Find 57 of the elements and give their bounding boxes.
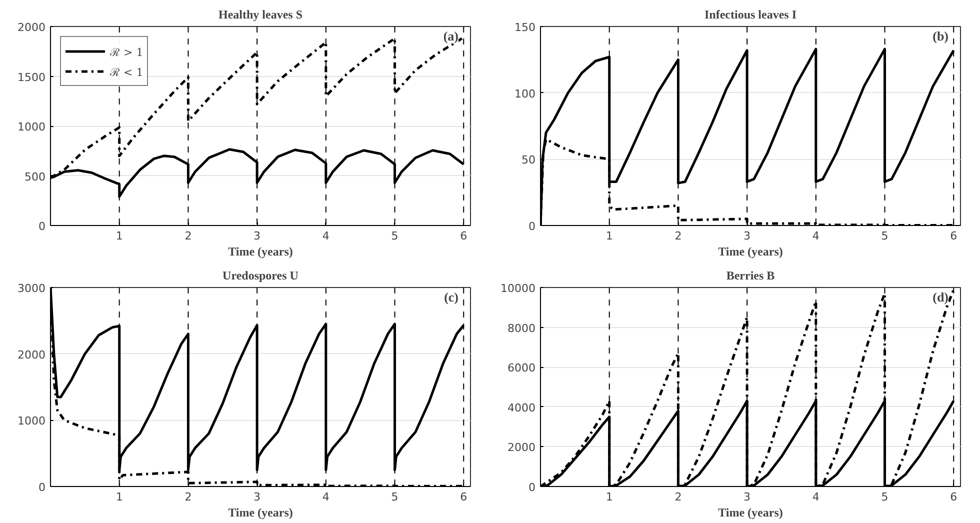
x-tick-label: 6 (460, 490, 468, 504)
x-tick-label: 2 (674, 490, 682, 504)
x-tick-label: 4 (322, 490, 330, 504)
annotation: (d) (932, 290, 948, 304)
y-tick-label: 0 (38, 220, 46, 233)
x-axis-title: Time (years) (228, 244, 293, 258)
y-tick-label: 0 (528, 220, 536, 233)
y-tick-label: 1500 (18, 70, 46, 84)
y-tick-label: 0 (38, 481, 46, 494)
x-tick-label: 3 (254, 490, 261, 504)
y-tick-label: 4000 (508, 401, 536, 414)
y-tick-label: 2000 (508, 441, 536, 454)
x-tick-label: 4 (812, 490, 820, 504)
x-tick-label: 4 (322, 230, 330, 242)
x-tick-label: 2 (674, 230, 682, 242)
x-tick-label: 1 (606, 490, 613, 504)
x-tick-label: 5 (881, 490, 888, 504)
y-tick-label: 8000 (508, 322, 536, 335)
y-tick-label: 0 (528, 481, 536, 494)
y-tick-label: 500 (24, 170, 46, 184)
x-tick-label: 4 (812, 230, 820, 242)
x-tick-label: 3 (744, 490, 751, 504)
y-tick-label: 1000 (18, 120, 46, 134)
x-tick-label: 6 (950, 490, 958, 504)
y-tick-label: 50 (522, 154, 536, 167)
y-tick-label: 3000 (18, 282, 46, 295)
x-tick-label: 6 (950, 230, 958, 242)
legend-label: ℛ > 1 (110, 44, 144, 58)
y-tick-label: 1000 (18, 414, 46, 428)
chart-title: Berries B (726, 268, 775, 282)
x-tick-label: 5 (881, 230, 888, 242)
y-tick-label: 2000 (18, 21, 46, 34)
annotation: (c) (444, 290, 459, 304)
x-tick-label: 5 (391, 230, 398, 242)
x-tick-label: 5 (391, 490, 398, 504)
x-axis-title: Time (years) (718, 506, 783, 520)
x-tick-label: 1 (116, 230, 123, 242)
x-axis-title: Time (years) (718, 244, 783, 258)
y-tick-label: 150 (514, 21, 536, 34)
x-axis-title: Time (years) (228, 506, 293, 520)
annotation: (a) (443, 28, 459, 44)
legend-label: ℛ < 1 (110, 64, 144, 78)
x-tick-label: 2 (184, 230, 192, 242)
x-tick-label: 3 (254, 230, 261, 242)
x-tick-label: 1 (606, 230, 613, 242)
y-tick-label: 6000 (508, 362, 536, 375)
chart-title: Uredospores U (222, 268, 299, 282)
y-tick-label: 2000 (18, 348, 46, 362)
x-tick-label: 3 (744, 230, 751, 242)
chart-title: Healthy leaves S (218, 8, 303, 22)
y-tick-label: 100 (514, 87, 536, 100)
x-tick-label: 6 (460, 230, 468, 242)
annotation: (b) (932, 28, 948, 44)
x-tick-label: 2 (184, 490, 192, 504)
y-tick-label: 10000 (500, 282, 536, 295)
chart-title: Infectious leaves I (704, 8, 797, 22)
x-tick-label: 1 (116, 490, 123, 504)
